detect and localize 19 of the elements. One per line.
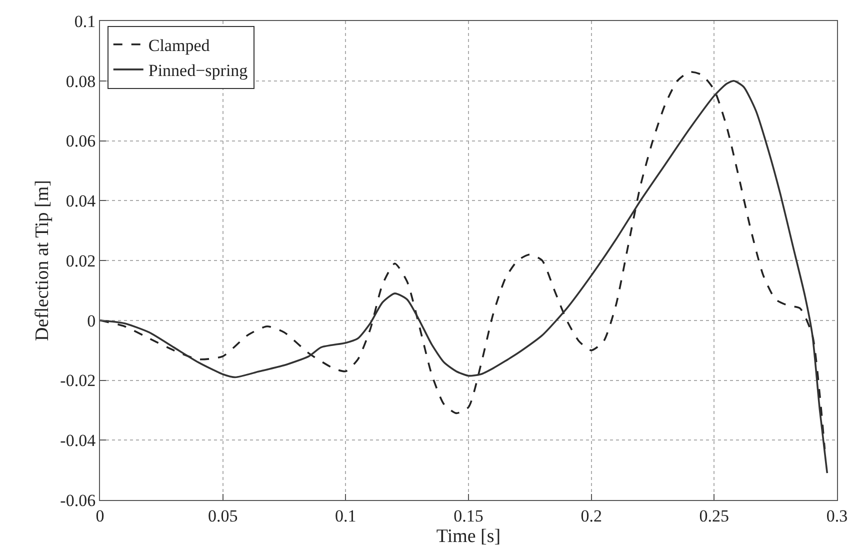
legend-label: Clamped [148, 36, 210, 55]
x-tick-label: 0.2 [580, 506, 602, 526]
y-tick-label: 0.1 [74, 12, 96, 31]
x-tick-label: 0.3 [826, 506, 848, 526]
y-tick-label: -0.02 [60, 371, 96, 390]
y-tick-label: -0.04 [60, 431, 96, 450]
x-tick-label: 0.25 [699, 506, 730, 526]
y-tick-label: 0 [87, 311, 96, 330]
x-tick-label: 0.15 [454, 506, 484, 526]
x-axis-title: Time [s] [436, 526, 501, 548]
legend-label: Pinned−spring [148, 61, 248, 80]
x-tick-label: 0.05 [208, 506, 238, 526]
x-tick-label: 0.1 [335, 506, 356, 526]
y-tick-label: 0.06 [66, 132, 96, 151]
y-tick-label: 0.04 [66, 192, 96, 211]
y-tick-label: -0.06 [60, 490, 96, 510]
y-tick-label: 0.02 [66, 251, 96, 270]
y-axis-title: Deflection at Tip [m] [32, 180, 54, 341]
y-tick-label: 0.08 [66, 72, 96, 91]
